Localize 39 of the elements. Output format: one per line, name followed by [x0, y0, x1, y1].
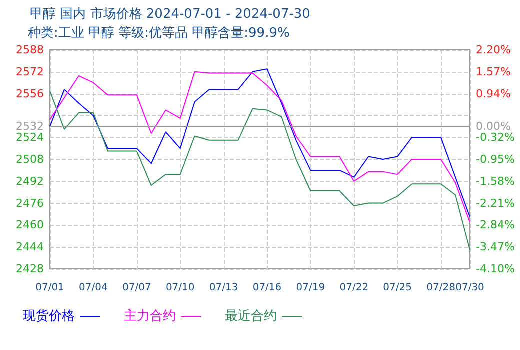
x-tick-label: 07/01: [36, 282, 64, 294]
y-tick-label: 2444: [16, 240, 44, 254]
chart-subtitle: 种类:工业 甲醇 等级:优等品 甲醇含量:99.9%: [28, 26, 290, 41]
x-tick-label: 07/16: [252, 282, 282, 294]
y-tick-label: 2492: [16, 174, 44, 188]
y2-tick-label: 0.94%: [476, 87, 511, 100]
y2-tick-label: -2.84%: [476, 218, 515, 232]
y-tick-label: 2572: [16, 65, 44, 78]
x-tick-label: 07/07: [122, 282, 152, 294]
y-tick-label: 2476: [16, 196, 44, 210]
x-tick-label: 07/19: [296, 282, 326, 294]
x-tick-label: 07/10: [166, 282, 195, 294]
y2-tick-label: 1.57%: [476, 65, 511, 78]
x-tick-label: 07/28: [426, 282, 456, 294]
y-tick-label: 2508: [16, 153, 44, 166]
y-tick-label: 2428: [16, 262, 44, 276]
y-tick-label: 2556: [16, 87, 44, 100]
y2-tick-label: 0.00%: [476, 120, 511, 133]
legend-label: 现货价格: [23, 309, 75, 324]
y-tick-label: 2524: [16, 131, 44, 144]
x-tick-label: 07/30: [456, 282, 484, 294]
y2-tick-label: -4.10%: [476, 262, 515, 276]
x-tick-label: 07/25: [383, 282, 412, 294]
y-tick-label: 2588: [16, 44, 44, 56]
line-series: [50, 90, 470, 250]
x-tick-label: 07/22: [340, 282, 369, 294]
legend-label: 主力合约: [124, 308, 176, 324]
y2-tick-label: -1.58%: [476, 174, 515, 188]
y2-tick-label: -2.21%: [476, 196, 515, 210]
y-tick-label: 2460: [16, 218, 44, 232]
y2-tick-label: -3.47%: [476, 240, 515, 254]
legend-label: 最近合约: [225, 309, 277, 324]
x-tick-label: 07/04: [79, 282, 108, 294]
y-tick-label: 2532: [16, 120, 44, 134]
y2-tick-label: 2.20%: [476, 44, 511, 56]
y2-tick-label: -0.95%: [476, 153, 515, 166]
y2-tick-label: -0.32%: [476, 131, 515, 144]
x-tick-label: 07/13: [209, 282, 238, 294]
chart-title: 甲醇 国内 市场价格 2024-07-01 - 2024-07-30: [30, 7, 310, 22]
